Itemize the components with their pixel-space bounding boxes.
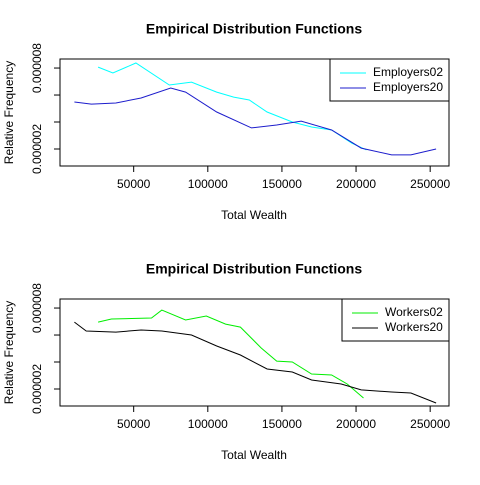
legend-label: Employers20 bbox=[373, 80, 443, 94]
y-axis-label: Relative Frequency bbox=[2, 301, 16, 404]
x-tick-label: 50000 bbox=[117, 177, 151, 191]
chart-title: Empirical Distribution Functions bbox=[146, 21, 362, 37]
x-tick-label: 50000 bbox=[117, 417, 151, 431]
x-axis-label: Total Wealth bbox=[221, 208, 287, 222]
y-tick-label: 0.000002 bbox=[30, 364, 44, 414]
series-line bbox=[74, 87, 437, 156]
chart-title: Empirical Distribution Functions bbox=[146, 261, 362, 277]
series-line bbox=[74, 321, 437, 404]
plot-frame bbox=[59, 58, 450, 167]
legend-label: Workers20 bbox=[385, 320, 443, 334]
panel: Empirical Distribution Functions Total We… bbox=[2, 261, 450, 462]
x-tick-label: 150000 bbox=[262, 177, 302, 191]
y-axis-label: Relative Frequency bbox=[2, 61, 16, 164]
series-line bbox=[97, 309, 364, 399]
panel: Empirical Distribution Functions Total We… bbox=[2, 21, 450, 222]
x-tick-label: 200000 bbox=[336, 417, 376, 431]
x-tick-label: 100000 bbox=[188, 177, 228, 191]
y-tick-label: 0.000008 bbox=[30, 283, 44, 333]
legend-box bbox=[329, 58, 450, 102]
x-axis-label: Total Wealth bbox=[221, 448, 287, 462]
x-tick-label: 250000 bbox=[410, 177, 450, 191]
plot-frame bbox=[59, 298, 450, 407]
series-line bbox=[97, 62, 367, 151]
legend-label: Workers02 bbox=[385, 305, 443, 319]
x-tick-label: 250000 bbox=[410, 417, 450, 431]
x-tick-label: 200000 bbox=[336, 177, 376, 191]
x-tick-label: 100000 bbox=[188, 417, 228, 431]
y-tick-label: 0.000008 bbox=[30, 43, 44, 93]
legend-label: Employers02 bbox=[373, 65, 443, 79]
y-tick-label: 0.000002 bbox=[30, 124, 44, 174]
x-tick-label: 150000 bbox=[262, 417, 302, 431]
legend-box bbox=[341, 298, 450, 342]
